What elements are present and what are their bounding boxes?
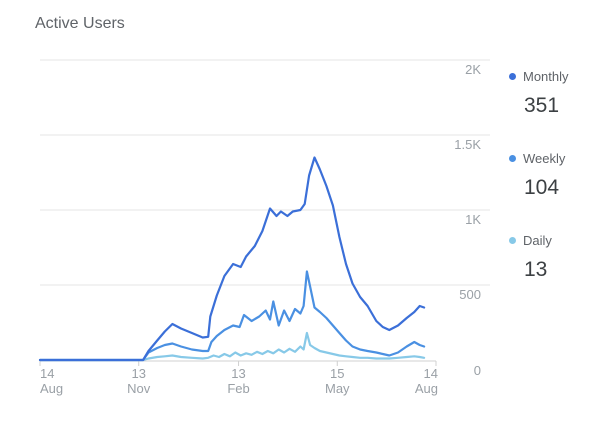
legend-label-daily: Daily bbox=[523, 232, 552, 248]
y-tick-label: 1K bbox=[465, 212, 481, 227]
legend-label-monthly: Monthly bbox=[523, 68, 569, 84]
legend-item-monthly[interactable]: Monthly 351 bbox=[509, 66, 589, 148]
legend-value-daily: 13 bbox=[524, 258, 548, 281]
x-tick-day: 13 bbox=[131, 366, 145, 381]
monthly-dot-icon bbox=[509, 72, 516, 80]
legend-value-weekly: 104 bbox=[524, 176, 560, 199]
x-tick-month: Nov bbox=[127, 381, 151, 396]
x-tick-month: May bbox=[325, 381, 350, 396]
x-tick-day: 15 bbox=[330, 366, 344, 381]
x-tick-month: Feb bbox=[227, 381, 249, 396]
x-tick-month: Aug bbox=[40, 381, 63, 396]
series-line-weekly bbox=[38, 270, 426, 362]
legend: Monthly 351 Weekly 104 Daily 13 bbox=[509, 66, 589, 312]
x-tick-day: 13 bbox=[231, 366, 245, 381]
legend-item-weekly[interactable]: Weekly 104 bbox=[509, 148, 589, 230]
y-tick-label: 1.5K bbox=[454, 137, 481, 152]
x-tick-day: 14 bbox=[424, 366, 438, 381]
legend-value-monthly: 351 bbox=[524, 94, 560, 117]
legend-item-daily[interactable]: Daily 13 bbox=[509, 230, 589, 312]
y-tick-label: 2K bbox=[465, 62, 481, 77]
legend-label-weekly: Weekly bbox=[523, 150, 566, 166]
series-line-daily bbox=[38, 331, 426, 362]
y-tick-label: 500 bbox=[459, 287, 481, 302]
daily-dot-icon bbox=[509, 236, 516, 244]
series-line-monthly bbox=[38, 156, 426, 362]
weekly-dot-icon bbox=[509, 154, 516, 162]
card-title: Active Users bbox=[35, 15, 125, 32]
x-tick-day: 14 bbox=[40, 366, 54, 381]
y-tick-label: 0 bbox=[474, 363, 481, 378]
x-tick-month: Aug bbox=[415, 381, 438, 396]
